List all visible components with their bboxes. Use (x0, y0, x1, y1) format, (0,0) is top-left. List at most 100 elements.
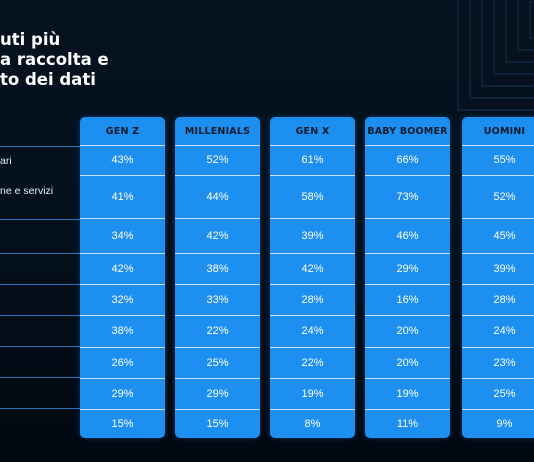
value-cell: 42% (206, 229, 229, 242)
cell-divider (462, 145, 534, 146)
value-cell: 33% (206, 293, 229, 306)
value-cell: 42% (111, 262, 134, 275)
value-cell: 20% (396, 325, 419, 337)
cell-divider (175, 253, 260, 254)
row-separator (0, 284, 80, 285)
cell-divider (80, 145, 165, 146)
title-line: uti più (0, 30, 61, 49)
value-cell: 52% (493, 190, 516, 203)
cell-divider (365, 409, 450, 410)
row-separator (0, 146, 80, 147)
cell-divider (462, 253, 534, 254)
cell-divider (270, 218, 355, 219)
value-cell: 28% (493, 293, 516, 306)
cell-divider (365, 284, 450, 285)
value-cell: 32% (111, 293, 134, 306)
value-cell: 42% (301, 262, 324, 275)
title-line: to dei dati (0, 70, 96, 89)
cell-divider (80, 347, 165, 348)
cell-divider (270, 253, 355, 254)
cell-divider (270, 409, 355, 410)
column: GEN Z 43% 41% 34% 42% 32% 38% 26% 29% 15% (80, 117, 165, 438)
value-cell: 24% (493, 325, 516, 337)
value-cell: 15% (206, 417, 229, 430)
column-header: UOMINI (483, 125, 526, 137)
value-cell: 8% (304, 417, 321, 430)
cell-divider (175, 145, 260, 146)
cell-divider (365, 378, 450, 379)
value-cell: 24% (301, 325, 324, 337)
value-cell: 22% (206, 325, 229, 337)
cell-divider (270, 378, 355, 379)
cell-divider (270, 145, 355, 146)
value-cell: 26% (111, 356, 134, 369)
cell-divider (80, 175, 165, 176)
value-cell: 22% (301, 356, 324, 369)
title-line: a raccolta e (0, 50, 109, 69)
cell-divider (80, 253, 165, 254)
value-cell: 23% (493, 356, 516, 369)
column-header: GEN Z (105, 125, 140, 137)
value-cell: 66% (396, 154, 419, 166)
cell-divider (270, 175, 355, 176)
cell-divider (80, 284, 165, 285)
cell-divider (80, 218, 165, 219)
cell-divider (80, 315, 165, 316)
cell-divider (462, 409, 534, 410)
value-cell: 55% (493, 154, 516, 166)
row-label: ne e servizi (0, 185, 54, 197)
chart-title: uti più a raccolta e to dei dati (0, 30, 170, 90)
value-cell: 16% (396, 293, 419, 306)
cell-divider (365, 315, 450, 316)
value-cell: 19% (301, 387, 324, 400)
cell-divider (270, 347, 355, 348)
cell-divider (462, 347, 534, 348)
cell-divider (175, 284, 260, 285)
cell-divider (175, 409, 260, 410)
row-separator (0, 253, 80, 254)
cell-divider (365, 145, 450, 146)
value-cell: 44% (206, 190, 229, 203)
cell-divider (175, 347, 260, 348)
row-separator (0, 377, 80, 378)
column-header: MILLENIALS (184, 125, 251, 137)
value-cell: 15% (111, 417, 134, 430)
cell-divider (462, 175, 534, 176)
cell-divider (175, 175, 260, 176)
row-separator (0, 219, 80, 220)
value-cell: 19% (396, 387, 419, 400)
column-header: BABY BOOMER (367, 125, 448, 137)
cell-divider (270, 315, 355, 316)
column: GEN X 61% 58% 39% 42% 28% 24% 22% 19% 8% (270, 117, 355, 438)
cell-divider (365, 175, 450, 176)
cell-divider (80, 409, 165, 410)
value-cell: 29% (206, 387, 229, 400)
value-cell: 38% (111, 325, 134, 337)
value-cell: 61% (301, 154, 324, 166)
value-cell: 73% (396, 190, 419, 203)
value-cell: 34% (111, 229, 134, 242)
cell-divider (462, 284, 534, 285)
value-cell: 46% (396, 229, 419, 242)
cell-divider (365, 253, 450, 254)
value-cell: 11% (396, 417, 419, 430)
cell-divider (175, 218, 260, 219)
value-cell: 39% (493, 262, 516, 275)
value-cell: 41% (111, 190, 134, 203)
column: MILLENIALS 52% 44% 42% 38% 33% 22% 25% 29% 15% (175, 117, 260, 438)
value-cell: 20% (396, 356, 419, 369)
value-cell: 39% (301, 229, 324, 242)
value-cell: 43% (111, 154, 134, 166)
value-cell: 38% (206, 262, 229, 275)
value-cell: 25% (206, 356, 229, 369)
row-label: ari (0, 155, 12, 167)
cell-divider (462, 378, 534, 379)
value-cell: 52% (206, 154, 229, 166)
cell-divider (365, 218, 450, 219)
cell-divider (80, 378, 165, 379)
value-cell: 29% (111, 387, 134, 400)
value-cell: 28% (301, 293, 324, 306)
cell-divider (365, 347, 450, 348)
column: BABY BOOMER 66% 73% 46% 29% 16% 20% 20% 19% 11% (365, 117, 450, 438)
